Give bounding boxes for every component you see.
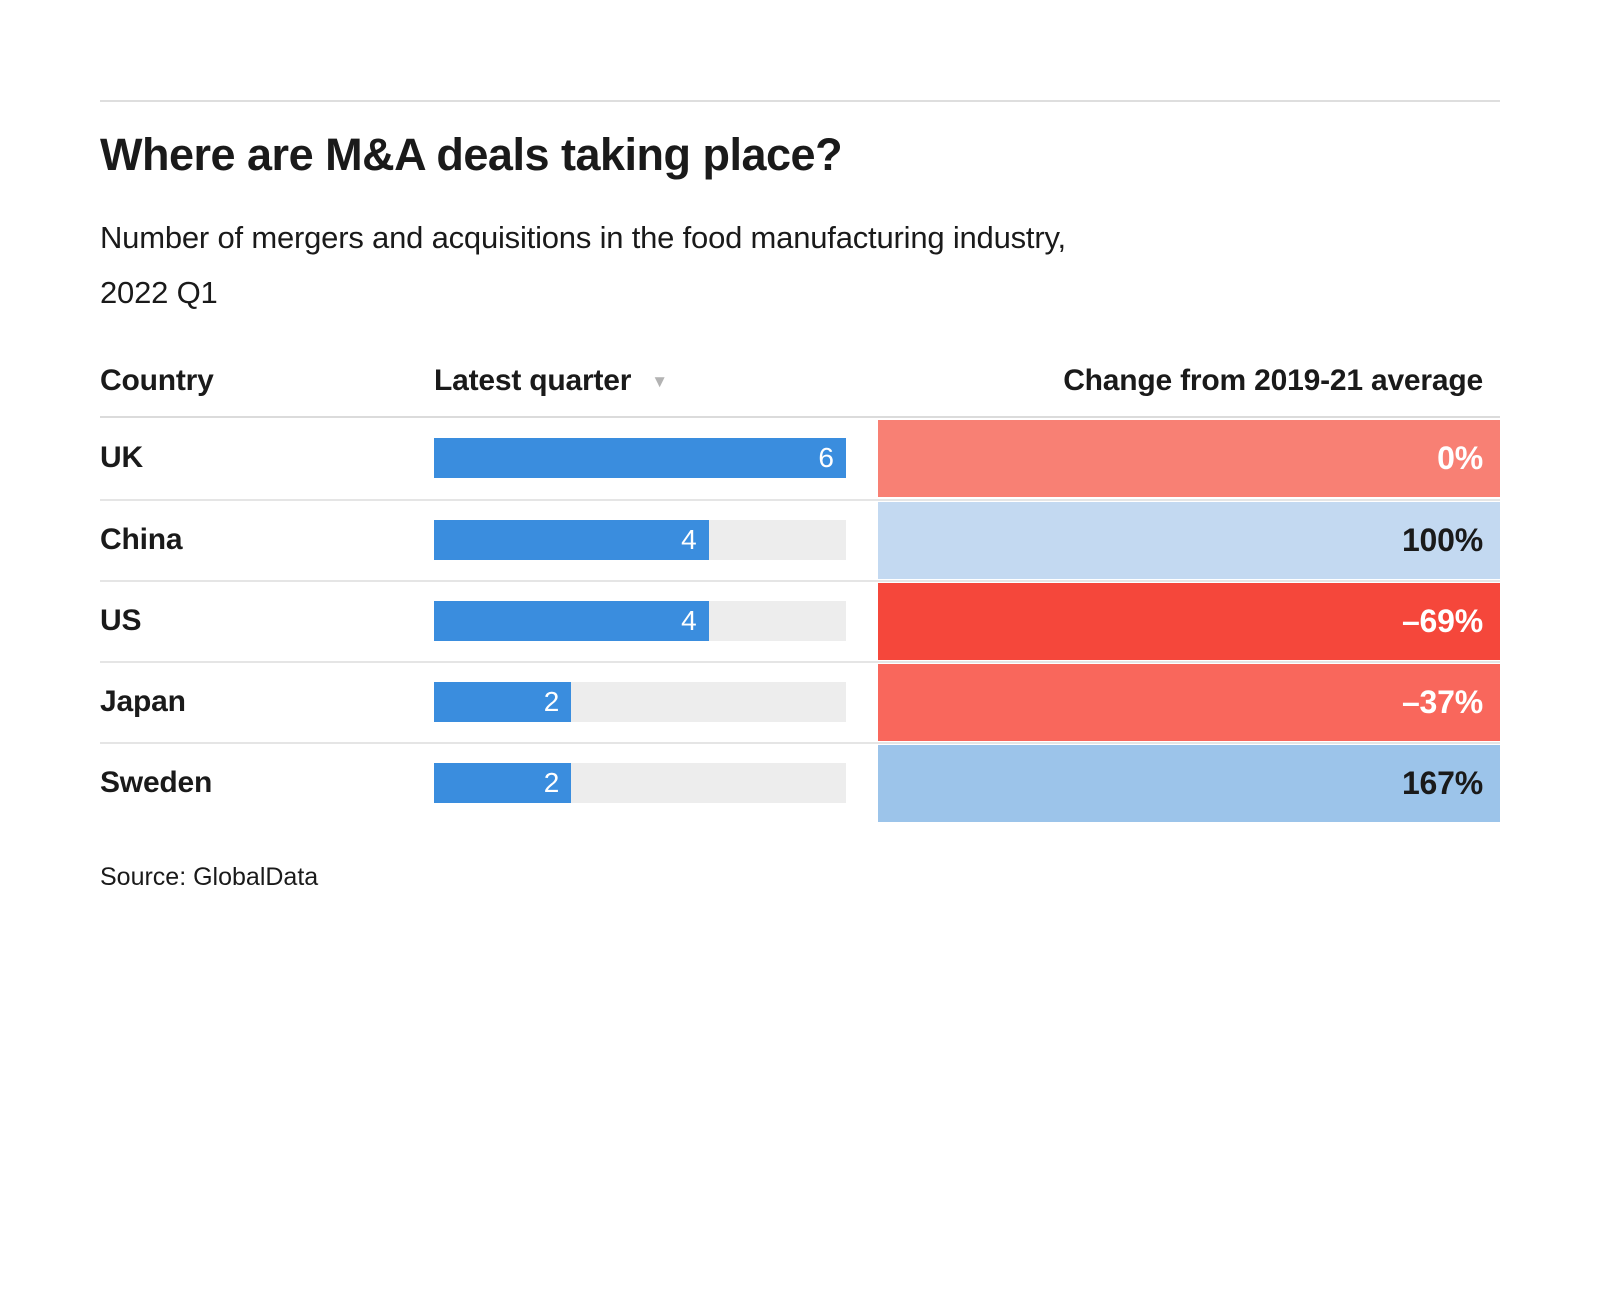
bar-value-label: 4 bbox=[681, 524, 697, 556]
country-label: US bbox=[100, 604, 142, 638]
change-cell: –69% bbox=[878, 582, 1500, 660]
latest-quarter-bar: 4 bbox=[434, 601, 709, 642]
table-row-sweden: Sweden 2 167% bbox=[100, 741, 1500, 823]
column-header-country: Country bbox=[100, 363, 214, 397]
bar-value-label: 6 bbox=[818, 442, 834, 474]
subtitle-line-2: 2022 Q1 bbox=[100, 274, 218, 310]
latest-quarter-bar: 6 bbox=[434, 438, 846, 479]
table-body: UK 6 0% China 4 100% US 4 bbox=[100, 418, 1500, 823]
latest-quarter-bar: 2 bbox=[434, 682, 572, 723]
column-header-latest-quarter[interactable]: Latest quarter ▼ bbox=[434, 364, 846, 398]
latest-quarter-bar: 2 bbox=[434, 763, 572, 804]
bar-value-label: 4 bbox=[681, 605, 697, 637]
table-row-china: China 4 100% bbox=[100, 498, 1500, 580]
bar-track: 4 bbox=[434, 520, 846, 561]
sort-descending-icon[interactable]: ▼ bbox=[651, 372, 668, 392]
table-row-uk: UK 6 0% bbox=[100, 418, 1500, 499]
table-row-japan: Japan 2 –37% bbox=[100, 660, 1500, 742]
column-header-change: Change from 2019-21 average bbox=[1063, 363, 1483, 397]
latest-quarter-bar: 4 bbox=[434, 520, 709, 561]
latest-quarter-label: Latest quarter bbox=[434, 363, 632, 397]
bar-track: 6 bbox=[434, 438, 846, 479]
country-label: UK bbox=[100, 441, 143, 475]
page-title: Where are M&A deals taking place? bbox=[100, 129, 843, 180]
country-label: China bbox=[100, 523, 183, 557]
change-cell: 167% bbox=[878, 744, 1500, 822]
bar-track: 2 bbox=[434, 763, 846, 804]
country-label: Sweden bbox=[100, 766, 213, 800]
table-row-us: US 4 –69% bbox=[100, 579, 1500, 661]
country-label: Japan bbox=[100, 685, 186, 719]
bar-value-label: 2 bbox=[543, 686, 560, 718]
change-cell: –37% bbox=[878, 663, 1500, 741]
bar-value-label: 2 bbox=[543, 767, 560, 799]
bar-track: 2 bbox=[434, 682, 846, 723]
bar-track: 4 bbox=[434, 601, 846, 642]
chart-container: Where are M&A deals taking place? Number… bbox=[100, 100, 1500, 892]
change-cell: 100% bbox=[878, 501, 1500, 579]
chart-subtitle: Number of mergers and acquisitions in th… bbox=[100, 210, 1500, 320]
change-cell: 0% bbox=[878, 419, 1500, 497]
table-header: Country Latest quarter ▼ Change from 201… bbox=[100, 364, 1500, 418]
subtitle-line-1: Number of mergers and acquisitions in th… bbox=[100, 219, 1066, 255]
source-note: Source: GlobalData bbox=[100, 862, 319, 891]
